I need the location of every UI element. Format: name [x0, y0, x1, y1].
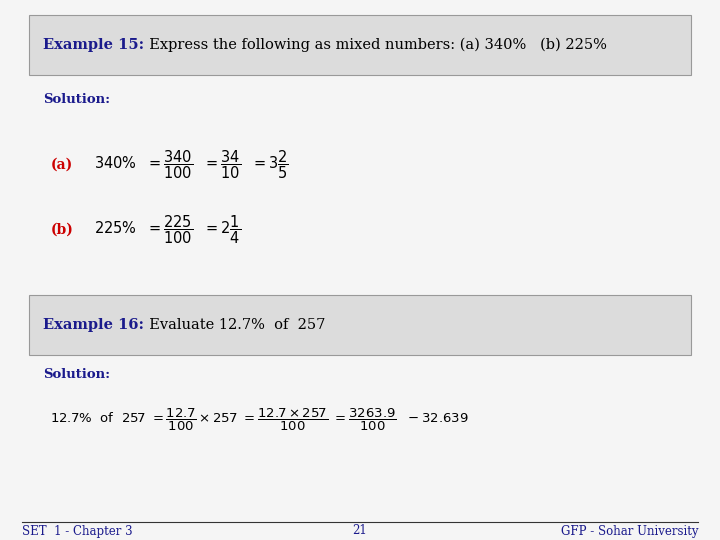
FancyBboxPatch shape — [29, 15, 691, 75]
Text: Solution:: Solution: — [43, 93, 110, 106]
Text: Example 15:: Example 15: — [43, 38, 144, 52]
Text: Example 16:: Example 16: — [43, 318, 144, 332]
Text: (a): (a) — [50, 158, 73, 172]
Text: $340\%\ \ =\dfrac{340}{100}\ \ =\dfrac{34}{10}\ \ =3\dfrac{2}{5}$: $340\%\ \ =\dfrac{340}{100}\ \ =\dfrac{3… — [94, 148, 289, 181]
Text: $12.7\%\ \ \mathrm{of}\ \ 257\ =\dfrac{12.7}{100}\times 257\ =\dfrac{12.7\times : $12.7\%\ \ \mathrm{of}\ \ 257\ =\dfrac{1… — [50, 407, 469, 433]
Text: Express the following as mixed numbers: (a) 340%   (b) 225%: Express the following as mixed numbers: … — [140, 38, 607, 52]
Text: (b): (b) — [50, 223, 73, 237]
FancyBboxPatch shape — [29, 295, 691, 355]
Text: Evaluate 12.7%  of  257: Evaluate 12.7% of 257 — [140, 318, 325, 332]
Text: $225\%\ \ =\dfrac{225}{100}\ \ =2\dfrac{1}{4}$: $225\%\ \ =\dfrac{225}{100}\ \ =2\dfrac{… — [94, 214, 240, 246]
Text: Solution:: Solution: — [43, 368, 110, 381]
Text: 21: 21 — [353, 524, 367, 537]
Text: GFP - Sohar University: GFP - Sohar University — [561, 524, 698, 537]
Text: SET  1 - Chapter 3: SET 1 - Chapter 3 — [22, 524, 132, 537]
